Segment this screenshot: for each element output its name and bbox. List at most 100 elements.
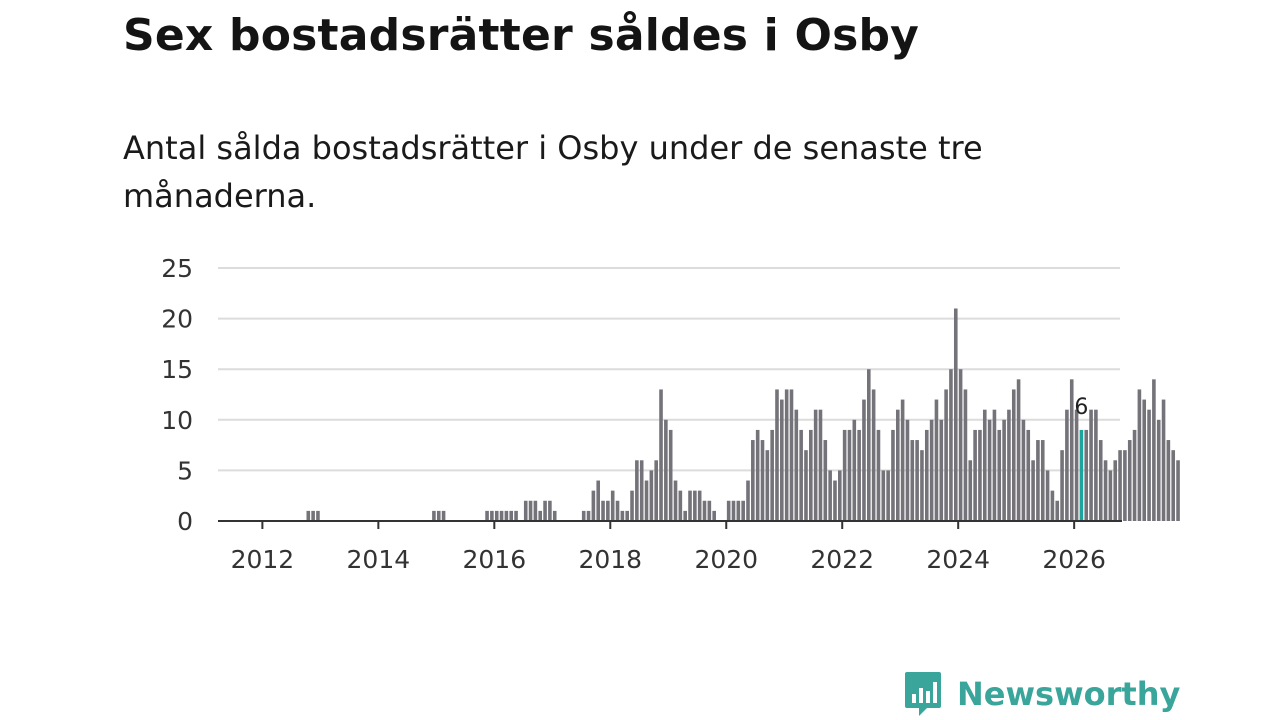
bar <box>804 450 808 521</box>
bar <box>1147 409 1151 521</box>
bar <box>644 480 649 521</box>
bar <box>1176 460 1180 521</box>
y-tick-label: 20 <box>161 305 193 334</box>
bar <box>944 389 948 521</box>
bar <box>934 399 939 521</box>
bar <box>306 510 311 521</box>
bar <box>311 510 315 521</box>
bar <box>867 369 871 521</box>
bar <box>770 429 774 521</box>
bar <box>659 389 663 521</box>
bar <box>1026 429 1031 521</box>
bar <box>441 510 446 521</box>
bar-chart: 0 5 10 15 20 25 6 2012 2014 2016 2018 2020 2022 2024 2… <box>161 254 1180 574</box>
bar <box>1045 470 1050 521</box>
bar <box>857 429 861 521</box>
bar <box>538 510 543 521</box>
bar <box>586 510 591 521</box>
x-tick-label: 2022 <box>810 545 874 574</box>
bar <box>775 389 779 521</box>
bar <box>741 500 745 521</box>
bar <box>1108 470 1113 521</box>
bar <box>963 389 968 521</box>
bar <box>900 399 905 521</box>
bar <box>678 490 683 521</box>
x-tick-label: 2016 <box>463 545 527 574</box>
bar <box>1137 389 1142 521</box>
bar <box>509 510 514 521</box>
bar <box>1098 440 1103 521</box>
bar <box>736 500 741 521</box>
x-tick-label: 2012 <box>231 545 295 574</box>
y-tick-label: 10 <box>161 406 193 435</box>
y-tick-label: 5 <box>177 456 193 485</box>
bar <box>852 419 857 521</box>
bar <box>751 440 755 521</box>
bar <box>504 510 509 521</box>
bar <box>1016 379 1021 521</box>
bar <box>1132 429 1137 521</box>
bar <box>712 510 716 521</box>
bar <box>924 429 929 521</box>
bar <box>620 510 625 521</box>
bar <box>905 419 910 521</box>
bar <box>799 429 803 521</box>
bar <box>528 500 533 521</box>
bar <box>664 419 668 521</box>
bar <box>494 510 499 521</box>
bar <box>654 460 658 521</box>
bar <box>432 510 436 521</box>
bar <box>1021 419 1026 521</box>
bar <box>838 470 842 521</box>
bar <box>1161 399 1166 521</box>
bar <box>1002 419 1006 521</box>
bar <box>939 419 944 521</box>
bar <box>1123 450 1127 521</box>
bar <box>895 409 900 521</box>
bar <box>1050 490 1055 521</box>
bar <box>610 490 615 521</box>
bar <box>949 369 953 521</box>
bar <box>1040 440 1045 521</box>
bar <box>862 399 866 521</box>
bar <box>673 480 678 521</box>
bar <box>920 450 924 521</box>
bar <box>543 500 547 521</box>
bar <box>668 429 673 521</box>
bar <box>625 510 629 521</box>
bar <box>523 500 528 521</box>
y-tick-label: 0 <box>177 507 193 536</box>
bar <box>973 429 977 521</box>
bar <box>794 409 799 521</box>
bar <box>1094 409 1098 521</box>
bar <box>915 440 919 521</box>
bars <box>306 308 1180 521</box>
bar <box>828 470 832 521</box>
bar <box>978 429 982 521</box>
bar <box>823 440 828 521</box>
bar <box>615 500 620 521</box>
bar <box>910 440 915 521</box>
bar <box>1118 450 1122 521</box>
bar <box>591 490 596 521</box>
bar <box>997 429 1002 521</box>
bar <box>707 500 712 521</box>
bar <box>683 510 687 521</box>
bar <box>1142 399 1147 521</box>
bar <box>1127 440 1132 521</box>
bar <box>968 460 973 521</box>
bar-value-label: 6 <box>1074 395 1088 420</box>
bar <box>891 429 895 521</box>
bar <box>953 308 958 521</box>
bar <box>780 399 784 521</box>
axes: 0 5 10 15 20 25 6 2012 2014 2016 2018 2020 2022 2024 2… <box>161 254 1122 574</box>
bar <box>581 510 586 521</box>
bar <box>1069 379 1074 521</box>
bar <box>1060 450 1064 521</box>
bar <box>726 500 731 521</box>
bar <box>987 419 992 521</box>
bar <box>649 470 654 521</box>
bar <box>886 470 890 521</box>
bar <box>765 450 770 521</box>
y-tick-label: 25 <box>161 254 193 283</box>
